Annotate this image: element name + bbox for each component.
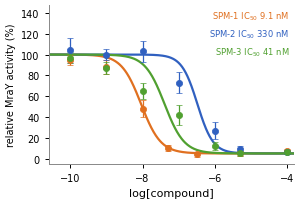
X-axis label: log[compound]: log[compound] [129, 188, 214, 198]
Y-axis label: relative MraY activity (%): relative MraY activity (%) [6, 23, 16, 146]
Text: SPM-2 IC$_{50}$ 330 nM: SPM-2 IC$_{50}$ 330 nM [209, 29, 289, 41]
Text: SPM-3 IC$_{50}$ 41 nM: SPM-3 IC$_{50}$ 41 nM [215, 47, 289, 59]
Text: SPM-1 IC$_{50}$ 9.1 nM: SPM-1 IC$_{50}$ 9.1 nM [212, 10, 289, 23]
